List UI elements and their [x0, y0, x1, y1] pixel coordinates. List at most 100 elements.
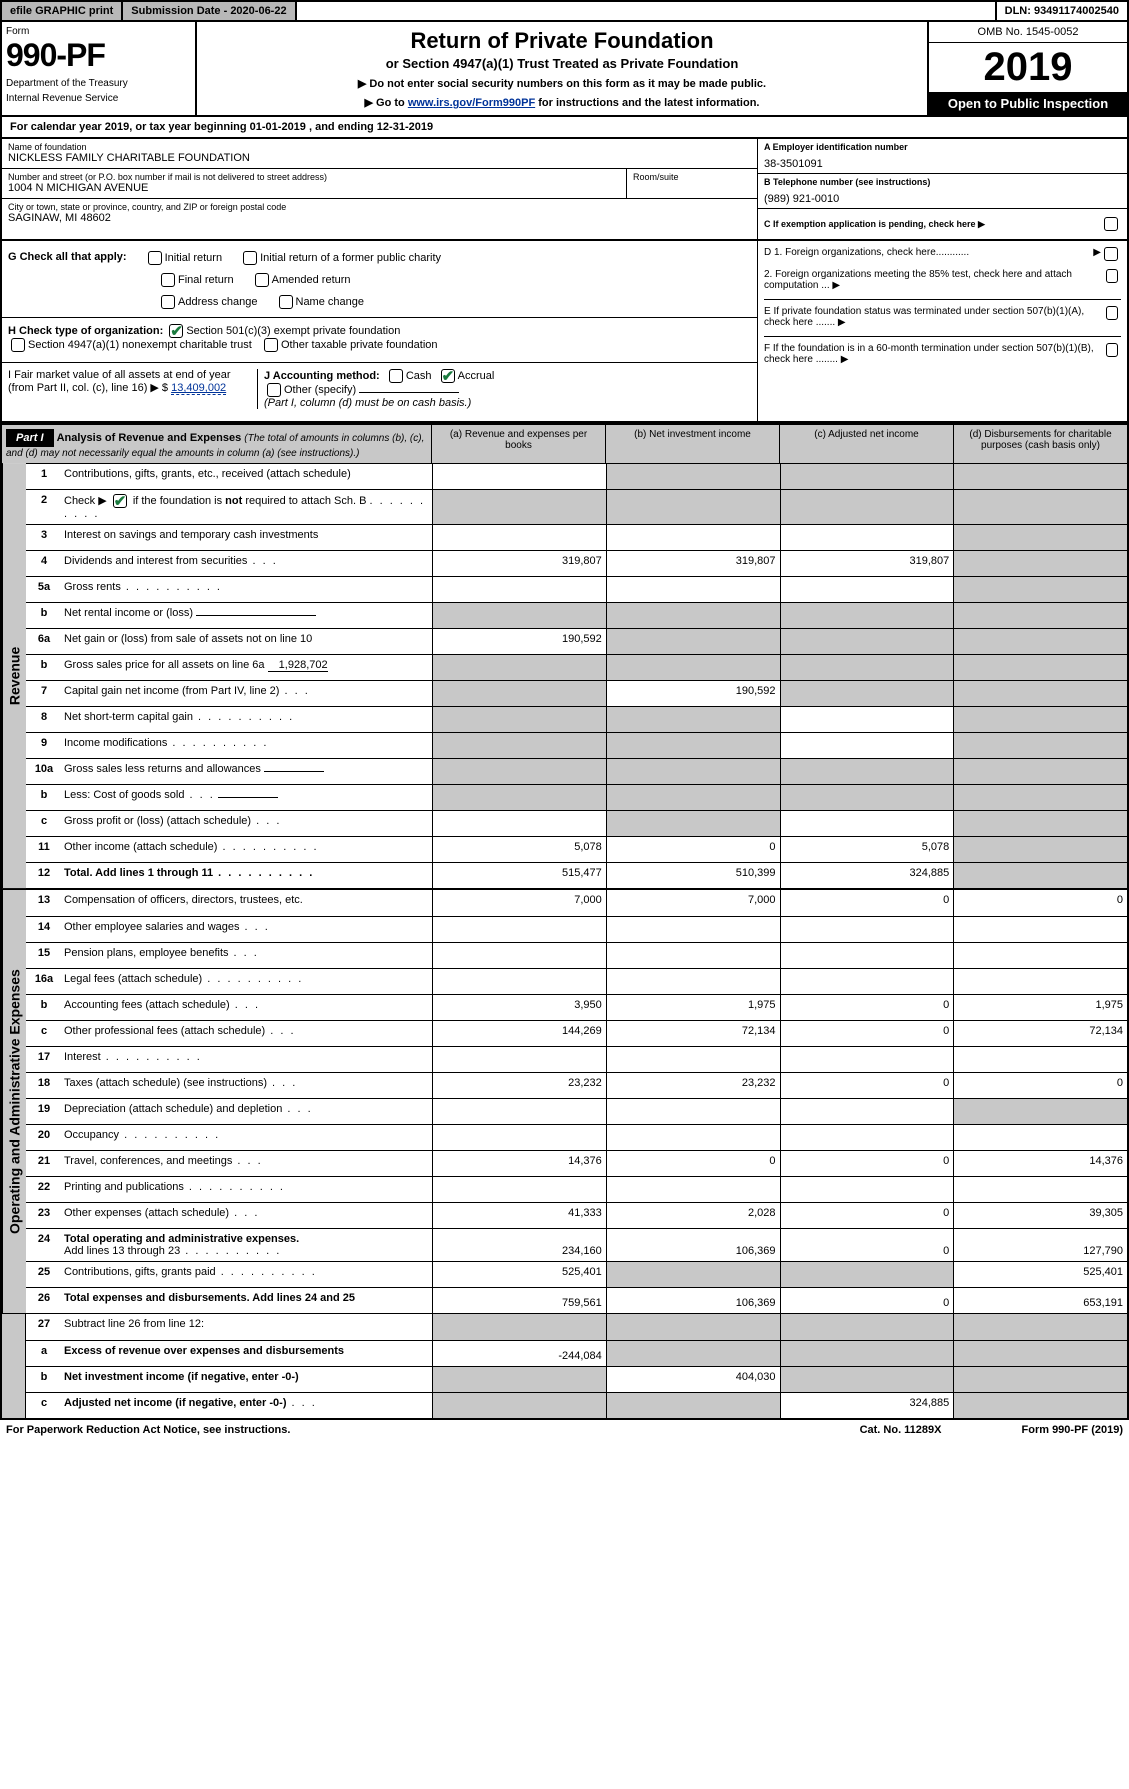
- chk-other-tax[interactable]: [264, 338, 278, 352]
- col-a-header: (a) Revenue and expenses per books: [432, 425, 606, 463]
- foundation-info: Name of foundation NICKLESS FAMILY CHARI…: [0, 139, 1129, 241]
- dln-label: DLN: 93491174002540: [995, 2, 1127, 20]
- r10a: Gross sales less returns and allowances: [62, 759, 432, 784]
- j-cash: Cash: [406, 370, 432, 382]
- r11b: 0: [606, 837, 780, 862]
- chk-f[interactable]: [1106, 343, 1118, 357]
- revenue-rows: 1Contributions, gifts, grants, etc., rec…: [26, 463, 1127, 888]
- line27-block: 27Subtract line 26 from line 12: aExcess…: [2, 1313, 1127, 1418]
- chk-e[interactable]: [1106, 306, 1118, 320]
- page-footer: For Paperwork Reduction Act Notice, see …: [0, 1420, 1129, 1440]
- foundation-name: NICKLESS FAMILY CHARITABLE FOUNDATION: [8, 152, 751, 164]
- note-ssn: ▶ Do not enter social security numbers o…: [203, 77, 921, 90]
- r12c: 324,885: [780, 863, 954, 888]
- exemption-row: C If exemption application is pending, c…: [758, 209, 1127, 239]
- exemption-checkbox[interactable]: [1104, 217, 1118, 231]
- chk-addr-change[interactable]: [161, 295, 175, 309]
- r16ca: 144,269: [432, 1021, 606, 1046]
- expenses-block: Operating and Administrative Expenses 13…: [2, 888, 1127, 1313]
- r1: Contributions, gifts, grants, etc., rece…: [62, 464, 432, 489]
- r13c: 0: [780, 890, 954, 916]
- r24a: 234,160: [432, 1229, 606, 1261]
- chk-sch-b[interactable]: [113, 494, 127, 508]
- r8: Net short-term capital gain: [62, 707, 432, 732]
- exemption-label: C If exemption application is pending, c…: [764, 219, 985, 230]
- r6a: Net gain or (loss) from sale of assets n…: [62, 629, 432, 654]
- j-label: J Accounting method:: [264, 370, 380, 382]
- chk-name-change[interactable]: [279, 295, 293, 309]
- r13a: 7,000: [432, 890, 606, 916]
- r21: Travel, conferences, and meetings: [62, 1151, 432, 1176]
- r7b: 190,592: [606, 681, 780, 706]
- part1-header: Part I Analysis of Revenue and Expenses …: [2, 423, 1127, 463]
- r25a: 525,401: [432, 1262, 606, 1287]
- calendar-year-row: For calendar year 2019, or tax year begi…: [0, 117, 1129, 139]
- chk-d2[interactable]: [1106, 269, 1119, 283]
- r12a: 515,477: [432, 863, 606, 888]
- r16c: Other professional fees (attach schedule…: [62, 1021, 432, 1046]
- r12: Total. Add lines 1 through 11: [62, 863, 432, 888]
- chk-initial[interactable]: [148, 251, 162, 265]
- fmv-value[interactable]: 13,409,002: [171, 382, 226, 395]
- r23a: 41,333: [432, 1203, 606, 1228]
- chk-4947[interactable]: [11, 338, 25, 352]
- r27b: Net investment income (if negative, ente…: [62, 1367, 432, 1392]
- r16a: Legal fees (attach schedule): [62, 969, 432, 994]
- check-left: G Check all that apply: Initial return I…: [2, 241, 757, 421]
- instructions-link[interactable]: www.irs.gov/Form990PF: [408, 97, 535, 109]
- r11a: 5,078: [432, 837, 606, 862]
- r5a: Gross rents: [62, 577, 432, 602]
- r26: Total expenses and disbursements. Add li…: [62, 1288, 432, 1313]
- r13b: 7,000: [606, 890, 780, 916]
- g-opt6: Name change: [296, 296, 365, 308]
- r23d: 39,305: [953, 1203, 1127, 1228]
- r18d: 0: [953, 1073, 1127, 1098]
- chk-amended[interactable]: [255, 273, 269, 287]
- ein-label: A Employer identification number: [764, 142, 1121, 152]
- g-opt1: Initial return: [165, 252, 222, 264]
- chk-501c3[interactable]: [169, 324, 183, 338]
- r27: Subtract line 26 from line 12:: [62, 1314, 432, 1340]
- r11c: 5,078: [780, 837, 954, 862]
- check-right: D 1. Foreign organizations, check here..…: [757, 241, 1127, 421]
- r16b: Accounting fees (attach schedule): [62, 995, 432, 1020]
- chk-accrual[interactable]: [441, 369, 455, 383]
- r16cc: 0: [780, 1021, 954, 1046]
- note-link-post: for instructions and the latest informat…: [538, 97, 759, 109]
- chk-other-method[interactable]: [267, 383, 281, 397]
- j-accrual: Accrual: [458, 370, 495, 382]
- addr-label: Number and street (or P.O. box number if…: [8, 172, 620, 182]
- cat-no: Cat. No. 11289X: [860, 1424, 942, 1436]
- r6b-val: 1,928,702: [268, 659, 328, 672]
- g-opt2: Initial return of a former public charit…: [260, 252, 441, 264]
- form-ref: Form 990-PF (2019): [1022, 1424, 1124, 1436]
- r17: Interest: [62, 1047, 432, 1072]
- part1-title-cell: Part I Analysis of Revenue and Expenses …: [2, 425, 432, 463]
- g-opt5: Address change: [178, 296, 258, 308]
- header-left: Form 990-PF Department of the Treasury I…: [2, 22, 197, 115]
- r5b: Net rental income or (loss): [62, 603, 432, 628]
- r27aa: -244,084: [432, 1341, 606, 1366]
- chk-cash[interactable]: [389, 369, 403, 383]
- r16cd: 72,134: [953, 1021, 1127, 1046]
- r22: Printing and publications: [62, 1177, 432, 1202]
- form-label: Form: [6, 26, 191, 37]
- d2-label: 2. Foreign organizations meeting the 85%…: [764, 269, 1103, 291]
- chk-initial-former[interactable]: [243, 251, 257, 265]
- part1-table: Part I Analysis of Revenue and Expenses …: [0, 423, 1129, 1420]
- chk-d1[interactable]: [1104, 247, 1118, 261]
- form-number: 990-PF: [6, 37, 191, 74]
- phone-value: (989) 921-0010: [764, 193, 1121, 205]
- r18a: 23,232: [432, 1073, 606, 1098]
- chk-final[interactable]: [161, 273, 175, 287]
- h-opt2: Section 4947(a)(1) nonexempt charitable …: [28, 339, 252, 351]
- r13: Compensation of officers, directors, tru…: [62, 890, 432, 916]
- r10b: Less: Cost of goods sold: [62, 785, 432, 810]
- submission-date: Submission Date - 2020-06-22: [123, 2, 296, 20]
- e-label: E If private foundation status was termi…: [764, 306, 1103, 328]
- part1-title: Analysis of Revenue and Expenses: [57, 432, 242, 444]
- r11: Other income (attach schedule): [62, 837, 432, 862]
- r13d: 0: [953, 890, 1127, 916]
- expense-rows: 13Compensation of officers, directors, t…: [26, 890, 1127, 1313]
- section-g: G Check all that apply: Initial return I…: [8, 247, 751, 269]
